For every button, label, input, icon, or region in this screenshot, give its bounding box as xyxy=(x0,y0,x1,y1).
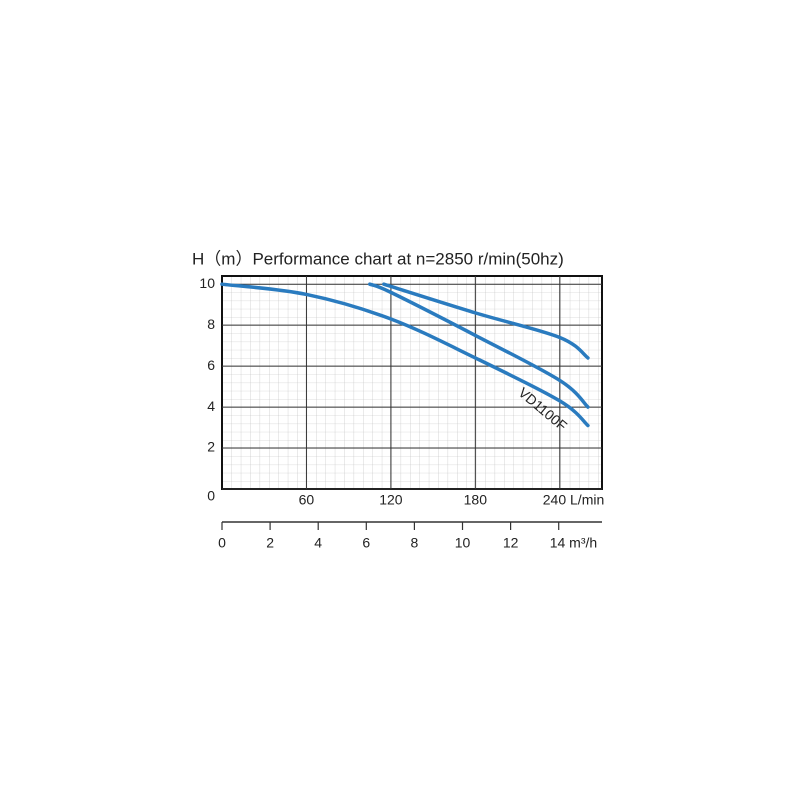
y-tick-label: 4 xyxy=(207,398,215,414)
x-tick-label: 60 xyxy=(299,492,315,508)
x2-tick-label: 10 xyxy=(455,535,471,551)
x-tick-label: 120 xyxy=(379,492,403,508)
x2-tick-label: 8 xyxy=(411,535,419,551)
chart-title: H（m）Performance chart at n=2850 r/min(50… xyxy=(192,249,564,268)
y-tick-label: 0 xyxy=(207,488,215,504)
performance-curve xyxy=(382,282,590,360)
x2-tick-label: 0 xyxy=(218,535,226,551)
y-tick-label: 6 xyxy=(207,357,215,373)
x2-tick-label: 4 xyxy=(314,535,322,551)
performance-curve xyxy=(368,282,590,409)
x-tick-label: 240 L/min xyxy=(543,492,604,508)
x2-tick-label: 12 xyxy=(503,535,519,551)
y-tick-label: 8 xyxy=(207,316,215,332)
x2-tick-label: 14 m³/h xyxy=(550,535,597,551)
y-tick-label: 10 xyxy=(199,275,215,291)
x-tick-label: 180 xyxy=(464,492,488,508)
x2-tick-label: 2 xyxy=(266,535,274,551)
x2-tick-label: 6 xyxy=(362,535,370,551)
performance-curve xyxy=(220,282,590,428)
minor-grid xyxy=(222,276,602,489)
y-tick-label: 2 xyxy=(207,439,215,455)
